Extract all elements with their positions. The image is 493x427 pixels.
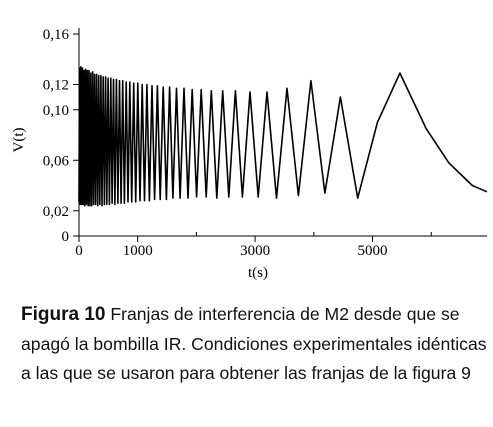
figure-caption-text: Franjas de interferencia de M2 desde que… <box>21 304 487 383</box>
figure-caption-label: Figura 10 <box>21 304 106 325</box>
y-tick-label: 0,06 <box>43 153 70 169</box>
chart-plot: 00,020,060,100,120,160 1000 3000 5000 V(t) … <box>11 27 488 281</box>
y-tick-label: 0,02 <box>43 204 69 220</box>
y-tick-label: 0 <box>62 229 70 245</box>
x-tick-label: 0 <box>75 243 83 259</box>
chart-figure: 0 0,02 0,06 0,10 0,12 0,16 0 1000 3000 5000 V(t) … <box>11 27 488 281</box>
y-axis-label: V(t) <box>11 128 27 153</box>
x-axis-label: t(s) <box>248 265 268 281</box>
chart-ticks: 0 0,02 0,06 0,10 0,12 0,16 0 1000 3000 5000 <box>43 27 432 259</box>
x-tick-label: 5000 <box>358 243 388 259</box>
figure-caption: Figura 10 Franjas de interferencia de M2… <box>21 300 491 389</box>
y-tick-label: 0,12 <box>43 78 69 94</box>
y-tick-label: 0,10 <box>43 103 69 119</box>
y-tick-label: 0,16 <box>43 27 70 43</box>
chart-series <box>78 66 488 207</box>
x-tick-label: 1000 <box>123 243 153 259</box>
x-tick-label: 3000 <box>240 243 270 259</box>
series-line <box>78 66 488 207</box>
